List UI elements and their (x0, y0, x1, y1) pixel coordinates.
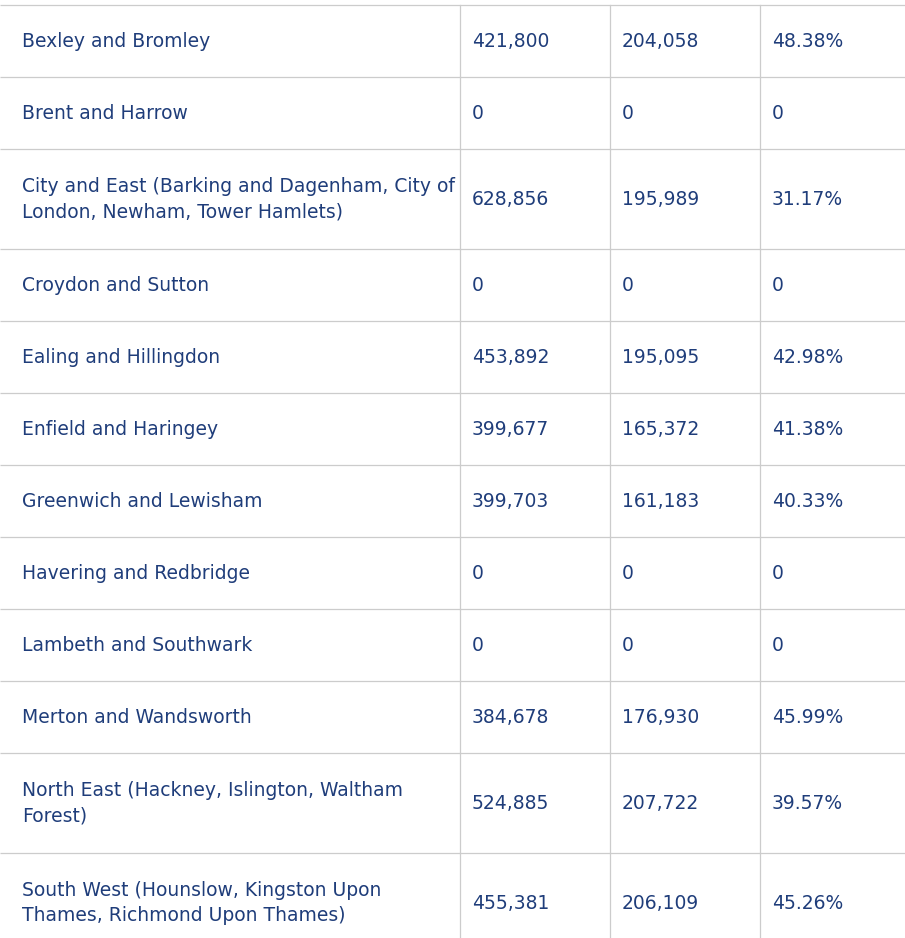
Text: 0: 0 (622, 636, 633, 655)
Text: 31.17%: 31.17% (772, 189, 843, 208)
Text: 45.26%: 45.26% (772, 894, 843, 913)
Text: 421,800: 421,800 (472, 32, 549, 51)
Text: 165,372: 165,372 (622, 419, 700, 438)
Text: Bexley and Bromley: Bexley and Bromley (22, 32, 210, 51)
Text: 176,930: 176,930 (622, 707, 700, 727)
Text: 42.98%: 42.98% (772, 347, 843, 367)
Text: Lambeth and Southwark: Lambeth and Southwark (22, 636, 252, 655)
Text: 161,183: 161,183 (622, 492, 700, 510)
Text: 0: 0 (472, 636, 484, 655)
Text: 399,677: 399,677 (472, 419, 549, 438)
Text: 0: 0 (772, 276, 784, 295)
Text: 40.33%: 40.33% (772, 492, 843, 510)
Text: City and East (Barking and Dagenham, City of
London, Newham, Tower Hamlets): City and East (Barking and Dagenham, Cit… (22, 176, 455, 221)
Text: 45.99%: 45.99% (772, 707, 843, 727)
Text: 0: 0 (772, 103, 784, 123)
Text: 0: 0 (622, 103, 633, 123)
Text: 39.57%: 39.57% (772, 794, 843, 812)
Text: Havering and Redbridge: Havering and Redbridge (22, 564, 250, 582)
Text: 0: 0 (622, 276, 633, 295)
Text: 204,058: 204,058 (622, 32, 700, 51)
Text: South West (Hounslow, Kingston Upon
Thames, Richmond Upon Thames): South West (Hounslow, Kingston Upon Tham… (22, 881, 381, 926)
Text: 524,885: 524,885 (472, 794, 549, 812)
Text: 399,703: 399,703 (472, 492, 549, 510)
Text: 195,989: 195,989 (622, 189, 700, 208)
Text: Greenwich and Lewisham: Greenwich and Lewisham (22, 492, 262, 510)
Text: 455,381: 455,381 (472, 894, 549, 913)
Text: 207,722: 207,722 (622, 794, 700, 812)
Text: 0: 0 (472, 564, 484, 582)
Text: 206,109: 206,109 (622, 894, 700, 913)
Text: 195,095: 195,095 (622, 347, 700, 367)
Text: 628,856: 628,856 (472, 189, 549, 208)
Text: Brent and Harrow: Brent and Harrow (22, 103, 188, 123)
Text: North East (Hackney, Islington, Waltham
Forest): North East (Hackney, Islington, Waltham … (22, 780, 403, 825)
Text: 453,892: 453,892 (472, 347, 549, 367)
Text: 0: 0 (472, 103, 484, 123)
Text: 48.38%: 48.38% (772, 32, 843, 51)
Text: 0: 0 (772, 564, 784, 582)
Text: 0: 0 (622, 564, 633, 582)
Text: 0: 0 (772, 636, 784, 655)
Text: Croydon and Sutton: Croydon and Sutton (22, 276, 209, 295)
Text: 384,678: 384,678 (472, 707, 549, 727)
Text: Ealing and Hillingdon: Ealing and Hillingdon (22, 347, 220, 367)
Text: Merton and Wandsworth: Merton and Wandsworth (22, 707, 252, 727)
Text: 0: 0 (472, 276, 484, 295)
Text: 41.38%: 41.38% (772, 419, 843, 438)
Text: Enfield and Haringey: Enfield and Haringey (22, 419, 218, 438)
